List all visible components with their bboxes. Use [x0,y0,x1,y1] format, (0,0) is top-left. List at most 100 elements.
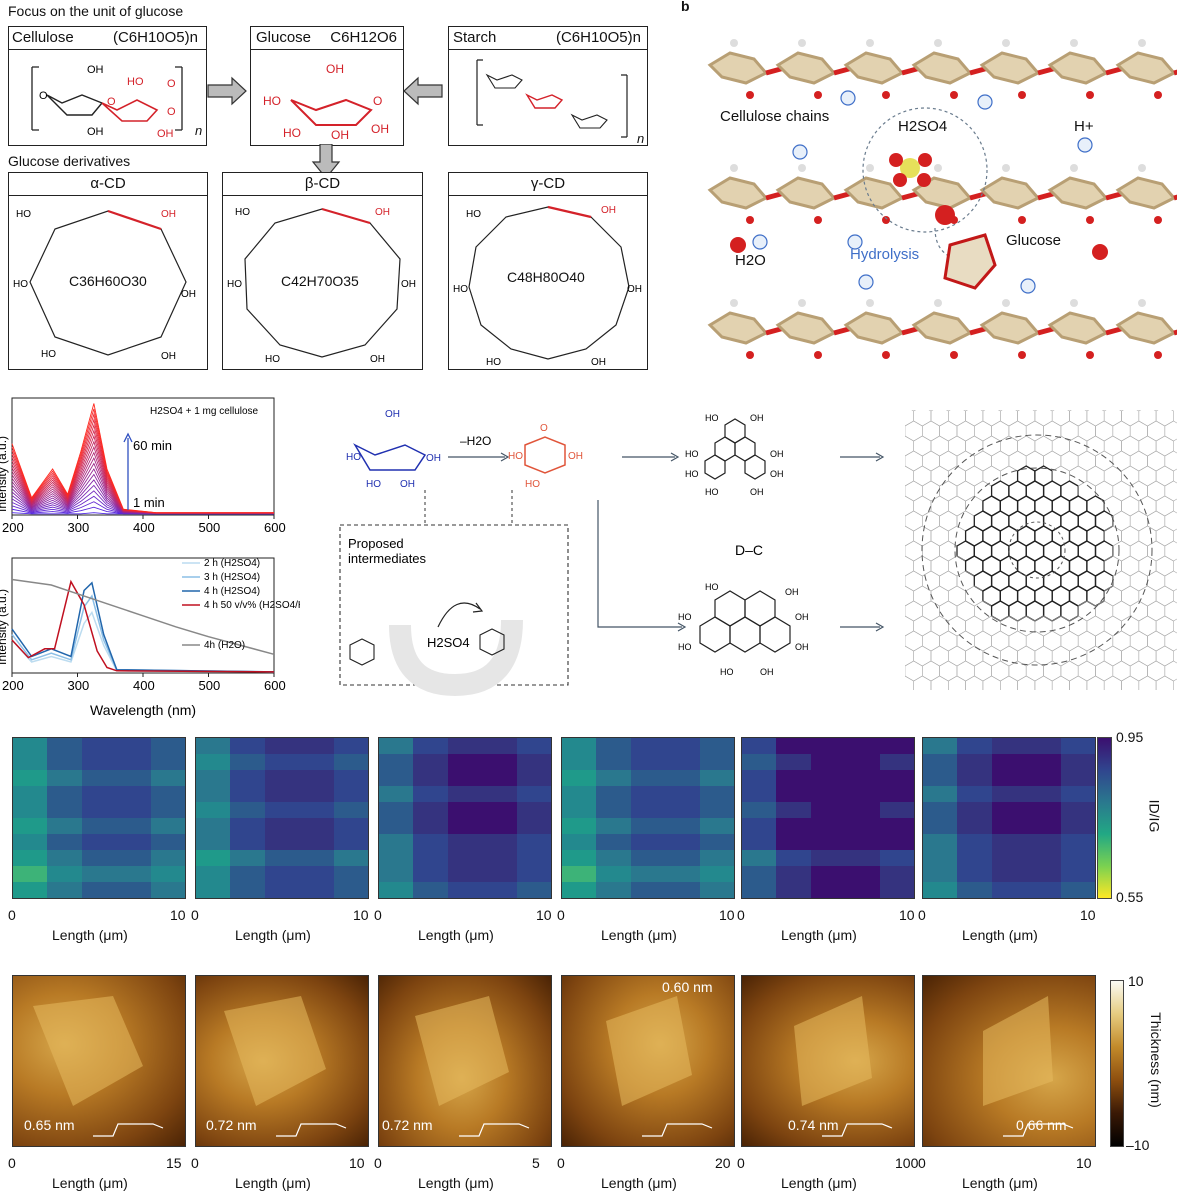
x-tick-label: 600 [264,520,286,535]
raman-pixel [1060,770,1078,786]
raman-pixel [447,818,465,834]
svg-text:O: O [167,78,176,90]
svg-text:HO: HO [705,487,719,497]
dc-label: D–C [735,542,763,558]
raman-pixel [47,754,65,770]
raman-pixel [665,738,683,754]
raman-pixel [1043,834,1061,850]
afm-x-max: 15 [166,1155,182,1171]
perylene-structure [704,418,766,480]
raman-pixel [1026,882,1044,898]
raman-pixel [413,882,431,898]
svg-text:HO: HO [366,479,381,490]
raman-pixel [776,850,794,866]
raman-pixel [64,818,82,834]
raman-pixel [682,882,700,898]
raman-pixel [974,818,992,834]
raman-pixel [299,834,317,850]
raman-pixel [133,818,151,834]
raman-pixel [167,754,185,770]
raman-pixel [793,834,811,850]
raman-pixel [482,834,500,850]
raman-pixel [396,882,414,898]
afm-x-min: 0 [918,1155,926,1171]
raman-pixel [957,850,975,866]
raman-pixel [213,882,231,898]
raman-pixel [1009,818,1027,834]
raman-pixel [482,882,500,898]
raman-pixel [613,834,631,850]
raman-pixel [562,866,580,882]
raman-pixel [1009,738,1027,754]
raman-pixel [447,866,465,882]
raman-pixel [64,866,82,882]
raman-pixel [630,850,648,866]
raman-pixel [896,850,914,866]
raman-pixel [845,802,863,818]
gamma-cd-structure: HO OH HO OH HO OH [453,205,642,367]
raman-pixel [516,738,534,754]
raman-pixel [1077,866,1095,882]
raman-pixel [923,866,941,882]
raman-pixel [350,834,368,850]
cellulose-n: n [195,123,203,138]
raman-pixel [30,834,48,850]
raman-pixel [1060,786,1078,802]
x-tick-label: 500 [199,678,221,693]
raman-pixel [333,866,351,882]
raman-pixel [196,786,214,802]
raman-pixel [465,802,483,818]
raman-pixel [482,850,500,866]
svg-text:HO: HO [453,284,468,295]
raman-pixel [47,882,65,898]
raman-pixel [430,786,448,802]
raman-pixel [596,770,614,786]
raman-pixel [413,770,431,786]
raman-pixel [150,850,168,866]
raman-pixel [150,786,168,802]
raman-pixel [516,754,534,770]
raman-pixel [316,786,334,802]
raman-pixel [133,754,151,770]
raman-pixel [230,802,248,818]
raman-pixel [1043,770,1061,786]
reaction-scheme: OH HO OH HO OH –H2O O HO OH HO HO OH HO OH… [339,409,885,697]
proton-label: H+ [1074,118,1094,135]
raman-pixel [247,770,265,786]
raman-pixel [316,738,334,754]
raman-pixel [648,770,666,786]
raman-pixel [167,770,185,786]
raman-pixel [516,882,534,898]
x-tick-label: 400 [133,520,155,535]
chart-c-time-bottom: 1 min [133,495,165,510]
raman-pixel [350,754,368,770]
raman-pixel [648,738,666,754]
raman-pixel [116,770,134,786]
raman-x-min: 0 [737,907,745,923]
raman-pixel [196,770,214,786]
afm-x-max: 5 [532,1155,540,1171]
raman-pixel [957,866,975,882]
raman-pixel [716,882,734,898]
raman-pixel [167,738,185,754]
raman-pixel [465,834,483,850]
raman-pixel [430,738,448,754]
raman-pixel [264,834,282,850]
raman-pixel [230,850,248,866]
raman-pixel [716,786,734,802]
raman-pixel [1060,834,1078,850]
raman-pixel [465,738,483,754]
raman-pixel [940,818,958,834]
afm-thickness-label: 0.72 nm [382,1117,433,1133]
arrow-left-icon [403,76,443,106]
raman-colorbar [1097,737,1112,899]
raman-pixel [665,850,683,866]
svg-text:OH: OH [181,289,196,300]
water-label: H2O [735,252,766,269]
afm-x-label: Length (μm) [52,1175,128,1191]
raman-pixel [810,850,828,866]
raman-pixel [213,834,231,850]
raman-pixel [923,770,941,786]
raman-pixel [974,754,992,770]
raman-pixel [264,754,282,770]
